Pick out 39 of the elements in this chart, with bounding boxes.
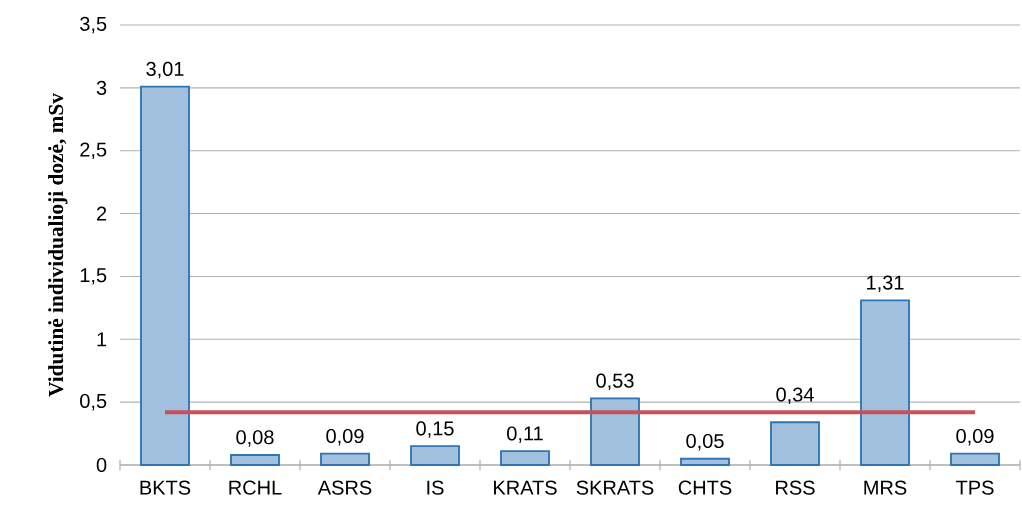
data-label: 0,34 <box>776 387 814 404</box>
x-tick-label: TPS <box>956 480 994 495</box>
data-label: 0,09 <box>326 428 364 446</box>
y-tick-label: 0,5 <box>80 393 107 411</box>
data-label: 0,15 <box>416 421 454 438</box>
bar <box>230 454 280 466</box>
data-label: 0,11 <box>507 426 543 443</box>
bar <box>140 85 190 466</box>
data-label: 0,05 <box>686 433 724 451</box>
y-tick-label: 3 <box>96 80 107 95</box>
y-tick-label: 1 <box>97 332 107 347</box>
x-tick-label: SKRATS <box>576 480 654 495</box>
bar <box>590 397 640 466</box>
data-label: 0,53 <box>596 373 634 391</box>
bar <box>950 452 1000 466</box>
y-tick-label: 2,5 <box>80 142 107 159</box>
data-label: 3,01 <box>146 61 184 79</box>
x-tick-label: BKTS <box>140 480 191 495</box>
y-tick-label: 1,5 <box>80 268 107 285</box>
bar <box>500 450 550 466</box>
x-tick-label: RCHL <box>229 480 282 495</box>
bar <box>320 452 370 466</box>
x-tick-label: MRS <box>864 480 907 495</box>
y-tick-label: 2 <box>96 206 107 221</box>
y-axis-title: Vidutinė individualioji dozė, mSv <box>48 93 68 397</box>
data-label: 0,08 <box>236 430 274 447</box>
bar <box>680 457 730 466</box>
x-tick-label: ASRS <box>317 480 372 495</box>
y-tick-label: 3,5 <box>80 16 107 34</box>
bar <box>770 421 820 466</box>
bar <box>860 299 910 466</box>
y-tick-label: 0 <box>96 457 107 473</box>
bar <box>410 445 460 466</box>
data-label: 0,09 <box>956 428 994 446</box>
x-tick-label: RSS <box>776 480 815 495</box>
x-tick-label: CHTS <box>678 480 732 495</box>
x-tick-label: KRATS <box>494 480 557 495</box>
data-label: 1,31 <box>867 275 904 293</box>
x-tick-label: IS <box>427 480 444 495</box>
